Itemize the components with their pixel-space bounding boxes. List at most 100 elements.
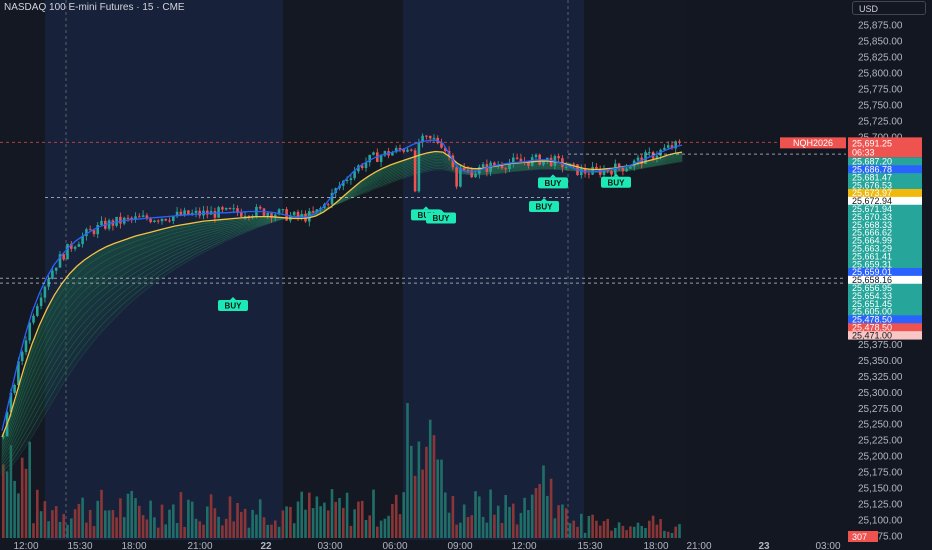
candle-body — [62, 254, 65, 260]
volume-bar — [85, 522, 88, 538]
volume-tag-box — [848, 531, 878, 542]
volume-bar — [436, 459, 439, 538]
candle-body — [296, 211, 300, 217]
x-tick-label: 18:00 — [121, 541, 146, 550]
candle-body — [504, 168, 507, 170]
currency-selector[interactable]: USD — [852, 1, 926, 15]
y-tick-label: 25,075.00 — [858, 532, 903, 543]
ribbon-band — [1, 156, 683, 461]
volume-bar — [428, 419, 432, 538]
volume-bar — [224, 518, 228, 538]
candle-body — [666, 145, 670, 148]
volume-bar — [432, 435, 436, 538]
price-tag-label: 25,651.45 — [852, 299, 892, 309]
candle-body — [364, 162, 368, 168]
volume-bar — [187, 499, 190, 538]
price-tag-box — [848, 323, 922, 332]
candle-body — [655, 155, 659, 159]
volume-bar — [319, 506, 322, 538]
candle-body — [145, 215, 149, 219]
candle-body — [663, 147, 666, 150]
buy-signal-pointer — [541, 198, 547, 202]
volume-bar — [621, 525, 625, 538]
volume-bar — [587, 516, 591, 538]
symbol-tag-box — [780, 137, 846, 149]
candle-body — [410, 149, 413, 151]
candle-body — [591, 166, 594, 175]
volume-tag-label: 307 — [852, 532, 867, 542]
candle-body — [368, 154, 371, 163]
volume-bar — [489, 489, 492, 538]
volume-bar — [644, 528, 647, 538]
volume-bar — [43, 501, 47, 538]
volume-bar — [179, 492, 183, 538]
candle-body — [187, 210, 190, 215]
candle-body — [330, 192, 334, 205]
candle-body — [402, 149, 405, 152]
buy-signal-label: BUY — [433, 214, 451, 223]
volume-bar — [670, 533, 674, 538]
volume-bar — [281, 510, 285, 538]
price-tag-box — [848, 260, 922, 269]
volume-bar — [353, 509, 356, 538]
volume-bar — [221, 525, 224, 538]
volume-bar — [493, 514, 496, 538]
price-tag-label: 25,673.97 — [852, 188, 892, 198]
candle-body — [236, 208, 239, 213]
price-tag-box — [848, 188, 922, 198]
candle-body — [413, 150, 417, 192]
volume-bar — [17, 493, 20, 538]
price-tag-label: 25,659.01 — [852, 267, 892, 277]
candle-body — [168, 220, 171, 222]
candle-body — [85, 229, 88, 237]
volume-bar — [308, 492, 311, 538]
candle-body — [519, 158, 523, 162]
candle-body — [20, 352, 24, 362]
price-tag-label: 25,605.00 — [852, 307, 892, 317]
candle-body — [459, 167, 462, 187]
price-tag-label: 25,661.41 — [852, 251, 892, 261]
volume-bar — [104, 510, 107, 538]
volume-bar — [368, 515, 371, 538]
x-tick-label: 03:00 — [317, 541, 342, 550]
candle-body — [440, 143, 443, 148]
volume-bar — [304, 509, 307, 538]
candle-body — [126, 217, 130, 219]
time-axis[interactable]: 12:00 15:30 18:00 21:00 22 03:00 06:00 09:00 12:… — [0, 540, 846, 550]
y-tick-label: 25,750.00 — [858, 100, 903, 111]
buy-signals: BUYBUYBUYBUYBUYBUY — [218, 173, 631, 312]
volume-bar — [417, 441, 421, 538]
candle-body — [274, 214, 277, 218]
candle-body — [119, 216, 122, 224]
volume-bar — [213, 508, 217, 538]
ribbon-band — [1, 159, 683, 473]
candle-body — [572, 163, 575, 165]
volume-bar — [485, 522, 489, 538]
price-tag-label: 25,666.62 — [852, 228, 892, 238]
volume-bar — [508, 506, 511, 538]
volume-bar — [262, 517, 266, 538]
x-tick-label: 12:00 — [511, 541, 536, 550]
candle-body — [134, 216, 137, 219]
candle-body — [32, 315, 35, 323]
volume-bar — [425, 446, 428, 538]
volume-bar — [62, 513, 65, 538]
session-shading — [45, 0, 584, 540]
y-tick-label: 25,775.00 — [858, 84, 903, 95]
x-tick-label: 23 — [758, 541, 770, 550]
candle-body — [24, 340, 28, 353]
price-tag-box — [848, 291, 922, 301]
volume-bar — [240, 511, 243, 538]
candle-body — [379, 155, 383, 162]
candle-body — [138, 216, 141, 218]
volume-bar — [614, 527, 617, 538]
volume-bar — [9, 445, 13, 538]
candle-body — [213, 211, 217, 218]
buy-signal-pointer — [230, 297, 236, 301]
candle-body — [398, 148, 402, 150]
volume-bar — [394, 494, 398, 538]
volume-bar — [553, 518, 557, 538]
candle-body — [28, 322, 31, 341]
ema-fast-line — [1, 139, 683, 431]
